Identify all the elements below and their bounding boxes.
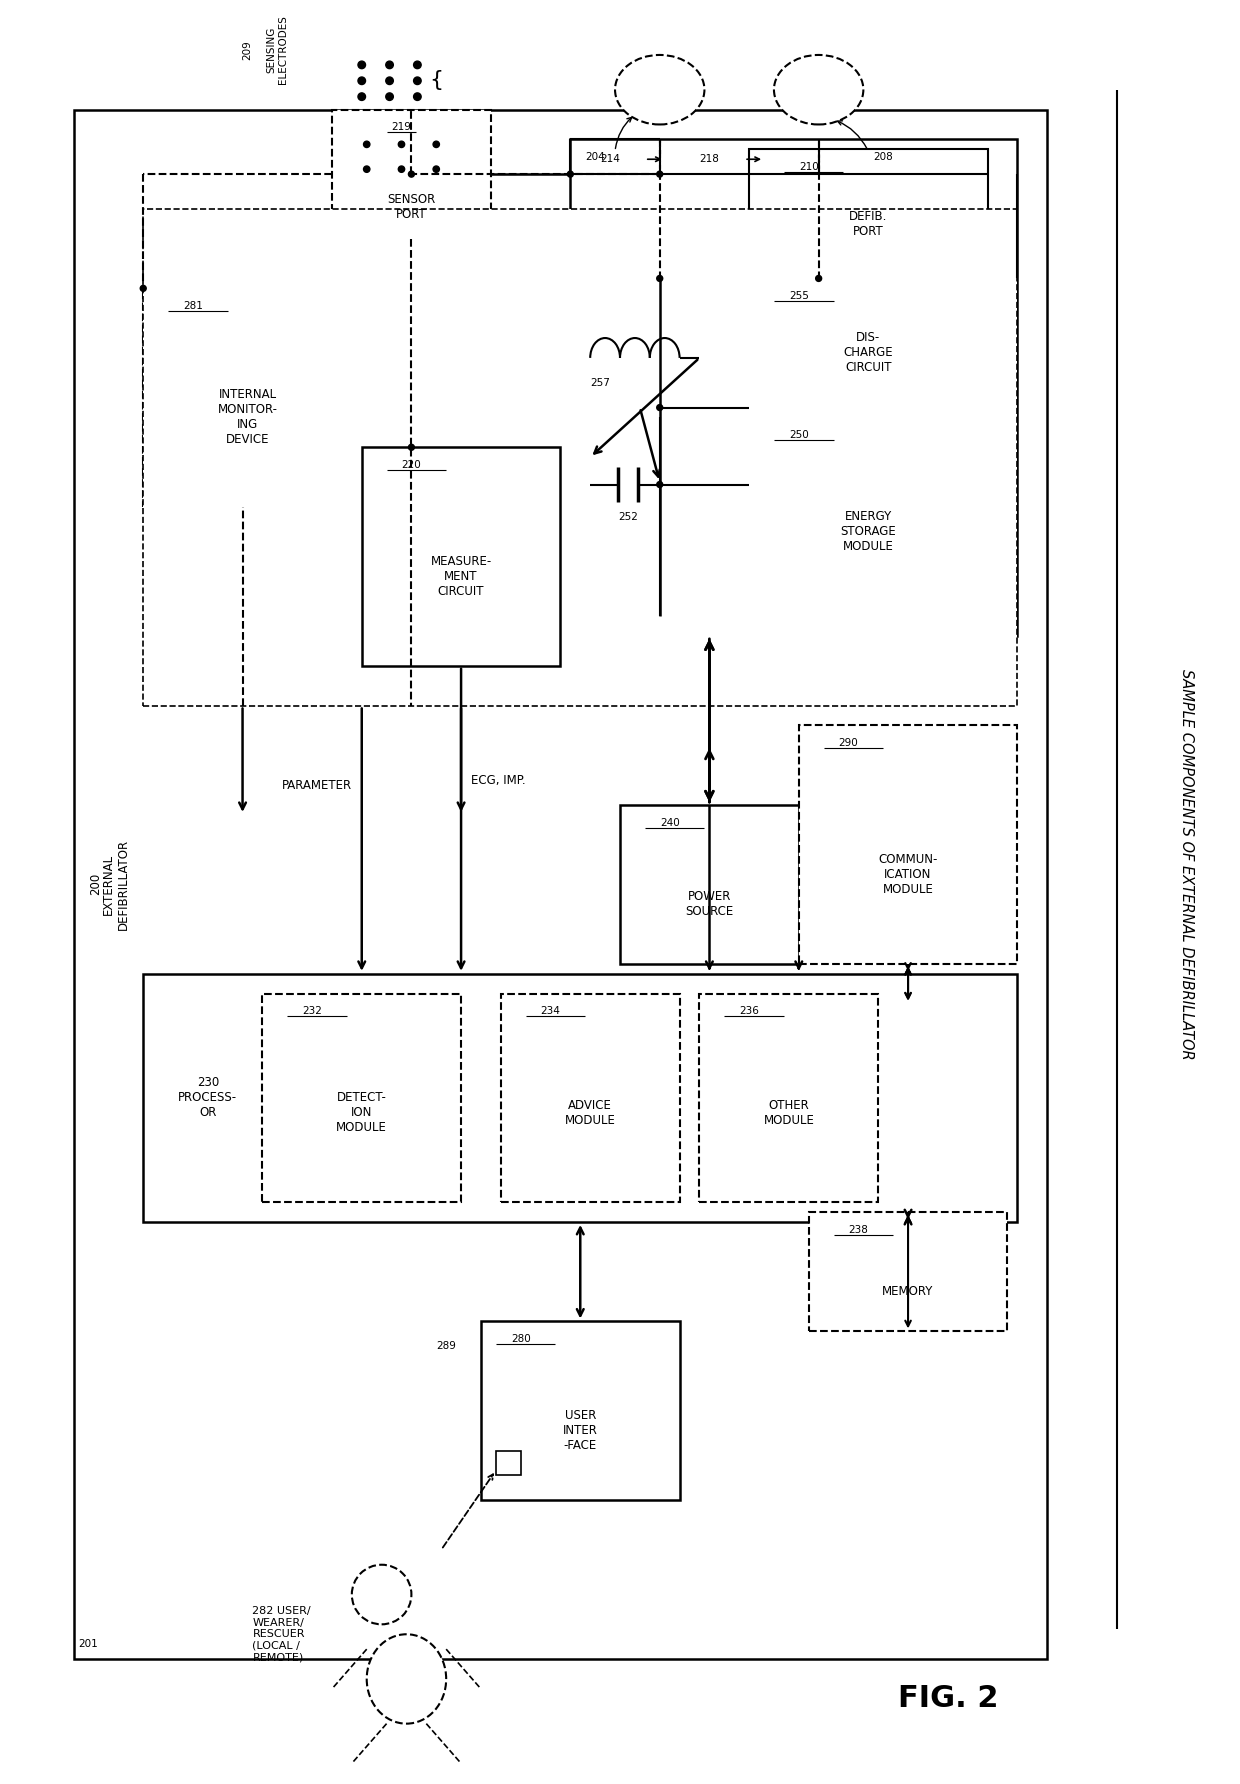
Text: EXTERNAL
DEFIBRILLATOR: EXTERNAL DEFIBRILLATOR — [102, 838, 129, 929]
Text: SENSOR
PORT: SENSOR PORT — [387, 193, 435, 221]
Bar — [332, 109, 491, 239]
Bar — [362, 448, 560, 665]
Text: 238: 238 — [848, 1226, 868, 1235]
Circle shape — [358, 61, 366, 68]
Text: OTHER
MODULE: OTHER MODULE — [764, 1099, 815, 1127]
FancyArrowPatch shape — [81, 1643, 107, 1647]
Circle shape — [408, 444, 414, 450]
Text: SAMPLE COMPONENTS OF EXTERNAL DEFIBRILLATOR: SAMPLE COMPONENTS OF EXTERNAL DEFIBRILLA… — [1179, 669, 1194, 1060]
Bar — [496, 1450, 521, 1475]
Circle shape — [398, 141, 404, 148]
Text: 290: 290 — [838, 739, 858, 747]
Text: 252: 252 — [618, 512, 637, 521]
Circle shape — [386, 77, 393, 84]
Text: 232: 232 — [303, 1006, 322, 1017]
Circle shape — [363, 141, 370, 148]
Bar — [749, 150, 987, 269]
Text: SENSING
ELECTRODES: SENSING ELECTRODES — [267, 16, 288, 84]
Text: {: { — [429, 70, 444, 89]
Circle shape — [140, 285, 146, 291]
Circle shape — [358, 77, 366, 84]
Text: 208: 208 — [873, 152, 893, 162]
Circle shape — [657, 482, 662, 487]
Text: COMMUN-
ICATION
MODULE: COMMUN- ICATION MODULE — [878, 853, 937, 896]
Text: DETECT-
ION
MODULE: DETECT- ION MODULE — [336, 1092, 387, 1135]
Text: 255: 255 — [789, 291, 808, 301]
Text: FIG. 2: FIG. 2 — [898, 1684, 998, 1713]
Circle shape — [408, 171, 414, 177]
Bar — [144, 974, 1017, 1222]
Text: POWER
SOURCE: POWER SOURCE — [686, 890, 734, 919]
Text: 281: 281 — [184, 301, 203, 310]
Bar — [501, 994, 680, 1202]
Bar — [481, 1322, 680, 1500]
Circle shape — [386, 93, 393, 100]
Text: MEMORY: MEMORY — [883, 1284, 934, 1299]
Ellipse shape — [615, 55, 704, 125]
Text: MEASURE-
MENT
CIRCUIT: MEASURE- MENT CIRCUIT — [430, 555, 492, 598]
Text: ENERGY
STORAGE
MODULE: ENERGY STORAGE MODULE — [841, 510, 897, 553]
Text: 234: 234 — [541, 1006, 560, 1017]
Text: 250: 250 — [789, 430, 808, 441]
Text: 220: 220 — [402, 460, 422, 471]
Text: DEFIB.
PORT: DEFIB. PORT — [849, 211, 888, 237]
FancyArrowPatch shape — [450, 1340, 479, 1409]
Text: 289: 289 — [436, 1342, 456, 1350]
Text: 236: 236 — [739, 1006, 759, 1017]
Bar — [749, 417, 987, 615]
Text: 201: 201 — [78, 1639, 98, 1648]
Bar — [699, 994, 878, 1202]
Circle shape — [352, 1565, 412, 1623]
Text: 280: 280 — [511, 1334, 531, 1345]
Circle shape — [657, 405, 662, 410]
Text: DIS-
CHARGE
CIRCUIT: DIS- CHARGE CIRCUIT — [843, 332, 893, 375]
Text: 282 USER/
WEARER/
RESCUER
(LOCAL /
REMOTE): 282 USER/ WEARER/ RESCUER (LOCAL / REMOT… — [253, 1606, 311, 1663]
Text: ECG, IMP.: ECG, IMP. — [471, 774, 526, 787]
Text: 219: 219 — [392, 123, 412, 132]
Text: PARAMETER: PARAMETER — [283, 778, 352, 792]
Circle shape — [816, 275, 822, 282]
Circle shape — [414, 61, 422, 68]
Text: 209: 209 — [243, 39, 253, 61]
Bar — [620, 805, 799, 963]
Text: ADVICE
MODULE: ADVICE MODULE — [564, 1099, 615, 1127]
Text: 257: 257 — [590, 378, 610, 387]
Text: 200: 200 — [89, 872, 102, 896]
Text: 210: 210 — [799, 162, 818, 173]
Bar — [144, 289, 352, 507]
Ellipse shape — [774, 55, 863, 125]
Bar — [73, 109, 1047, 1659]
Circle shape — [398, 166, 404, 173]
Circle shape — [414, 93, 422, 100]
Bar — [144, 209, 1017, 705]
Text: 218: 218 — [699, 153, 719, 164]
Ellipse shape — [367, 1634, 446, 1723]
Circle shape — [433, 166, 439, 173]
Circle shape — [657, 275, 662, 282]
Text: 214: 214 — [600, 153, 620, 164]
Bar — [263, 994, 461, 1202]
Bar — [570, 139, 1017, 637]
Text: 204: 204 — [585, 152, 605, 162]
Bar — [799, 726, 1017, 963]
Circle shape — [363, 166, 370, 173]
Circle shape — [414, 77, 422, 84]
Circle shape — [657, 171, 662, 177]
Circle shape — [568, 171, 573, 177]
Text: INTERNAL
MONITOR-
ING
DEVICE: INTERNAL MONITOR- ING DEVICE — [217, 389, 278, 446]
Circle shape — [358, 93, 366, 100]
Circle shape — [433, 141, 439, 148]
Bar — [749, 278, 987, 407]
Bar — [808, 1211, 1007, 1331]
Text: 240: 240 — [660, 817, 680, 828]
Circle shape — [386, 61, 393, 68]
Text: USER
INTER
-FACE: USER INTER -FACE — [563, 1409, 598, 1452]
Text: 230
PROCESS-
OR: 230 PROCESS- OR — [179, 1076, 237, 1119]
